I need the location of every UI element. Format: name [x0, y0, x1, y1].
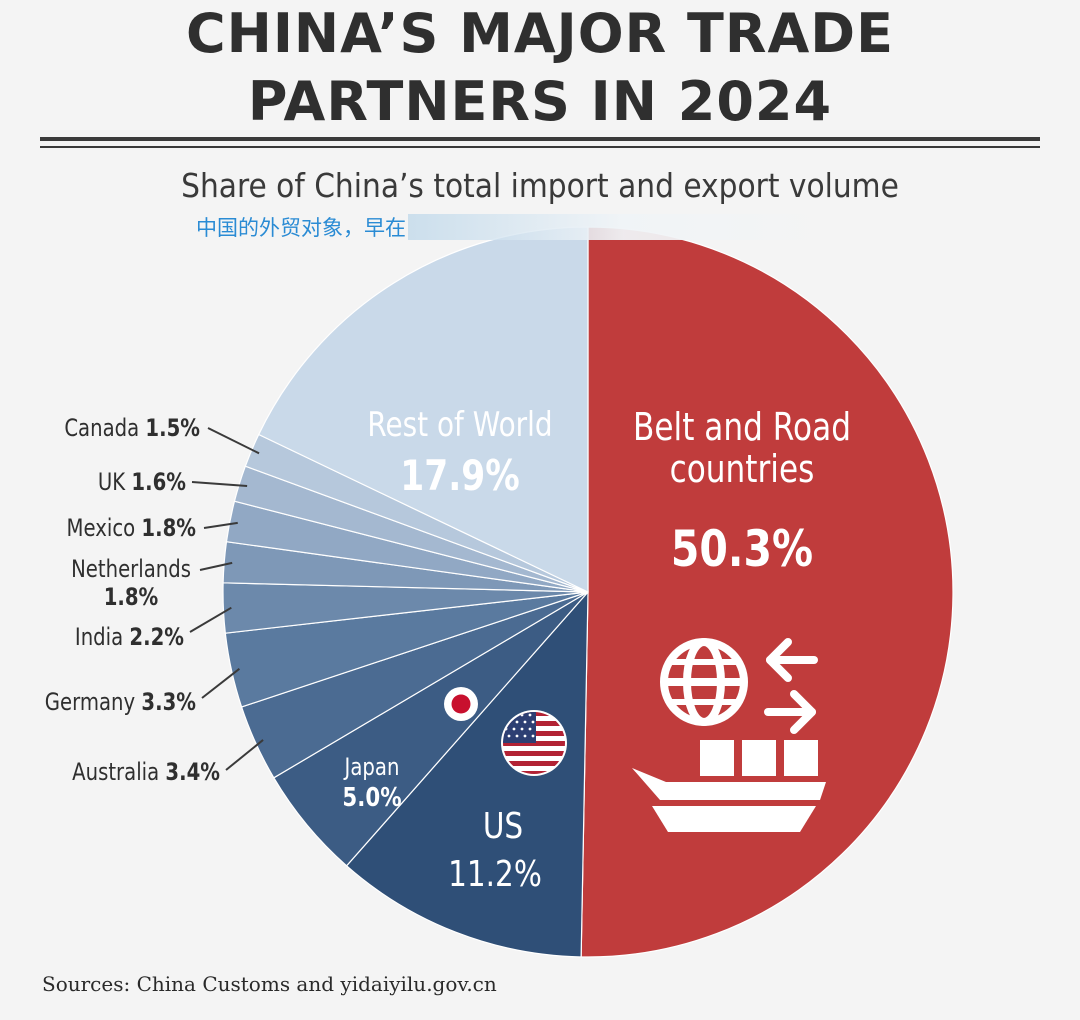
bottom-strip: [0, 1008, 1080, 1020]
label-australia-name: Australia: [72, 759, 165, 786]
label-us-value: 11.2%: [448, 852, 542, 895]
us-flag-star: [515, 734, 519, 738]
japan-flag-icon: [444, 687, 478, 721]
label-germany-value: 3.3%: [141, 689, 196, 716]
us-flag-star: [515, 720, 519, 724]
us-flag-stripe: [503, 761, 565, 766]
label-uk: UK 1.6%: [98, 469, 186, 496]
label-belt-road-value: 50.3%: [671, 520, 813, 578]
label-mexico-name: Mexico: [66, 515, 141, 542]
label-mexico-value: 1.8%: [141, 515, 196, 542]
title-line-1: CHINA’S MAJOR TRADE: [186, 2, 894, 65]
us-flag-star: [507, 734, 511, 738]
arrows-icon: [764, 638, 818, 734]
title-rule-thin: [40, 146, 1040, 148]
label-belt-road-name-1: Belt and Road: [633, 406, 851, 450]
overlay-mask: [408, 214, 838, 240]
us-flag-star: [523, 720, 527, 724]
label-japan-value: 5.0%: [342, 782, 401, 813]
chart-title: CHINA’S MAJOR TRADE PARTNERS IN 2024: [0, 0, 1080, 136]
label-india: India 2.2%: [75, 624, 184, 651]
label-uk-value: 1.6%: [131, 469, 186, 496]
title-line-2: PARTNERS IN 2024: [247, 70, 833, 133]
overlay-caption-text: 中国的外贸对象，早在: [196, 212, 408, 242]
label-belt-road-name-2: countries: [670, 448, 815, 492]
pie-slices: [222, 226, 954, 958]
leader-line-netherlands: [199, 561, 233, 571]
leader-line-australia: [225, 739, 264, 771]
label-rest-of-world-name: Rest of World: [367, 405, 552, 444]
us-flag-star: [531, 720, 535, 724]
leader-line-canada: [207, 427, 260, 455]
us-flag-star: [520, 727, 524, 731]
label-rest-of-world-value: 17.9%: [400, 452, 519, 501]
leader-line-mexico: [203, 521, 238, 529]
leader-lines: [189, 427, 264, 771]
us-flag-star: [512, 727, 516, 731]
us-flag-star: [523, 734, 527, 738]
overlay-caption: 中国的外贸对象，早在: [196, 212, 838, 242]
us-flag-icon: [501, 710, 567, 776]
chart-subtitle: Share of China’s total import and export…: [181, 166, 899, 205]
label-india-value: 2.2%: [129, 624, 184, 651]
leader-line-germany: [201, 667, 240, 699]
cargo-ship-icon: [632, 740, 826, 832]
source-note: Sources: China Customs and yidaiyilu.gov…: [42, 972, 497, 996]
label-germany: Germany 3.3%: [45, 689, 196, 716]
us-flag-star: [528, 713, 532, 717]
us-flag-stripe: [503, 751, 565, 756]
leader-line-india: [189, 606, 232, 633]
label-canada-value: 1.5%: [145, 415, 200, 442]
label-netherlands-name: Netherlands: [71, 556, 191, 583]
label-uk-name: UK: [98, 469, 132, 496]
globe-icon: [660, 638, 748, 726]
label-canada: Canada 1.5%: [64, 415, 200, 442]
label-germany-name: Germany: [45, 689, 142, 716]
label-japan-name: Japan: [343, 754, 400, 781]
us-flag-stripe: [503, 741, 565, 746]
leader-line-uk: [191, 481, 248, 487]
label-australia-value: 3.4%: [165, 759, 220, 786]
us-flag-star: [531, 734, 535, 738]
label-netherlands-value: 1.8%: [104, 584, 159, 611]
pie-slice-us: [345, 590, 589, 958]
pie-slice-belt-and-road-countries: [580, 226, 954, 958]
label-canada-name: Canada: [64, 415, 145, 442]
label-us-name: US: [483, 804, 523, 847]
label-australia: Australia 3.4%: [72, 759, 220, 786]
label-india-name: India: [75, 624, 130, 651]
label-mexico: Mexico 1.8%: [66, 515, 196, 542]
title-rule-thick: [40, 137, 1040, 141]
us-flag-star: [528, 727, 532, 731]
us-flag-stripe: [503, 771, 565, 774]
